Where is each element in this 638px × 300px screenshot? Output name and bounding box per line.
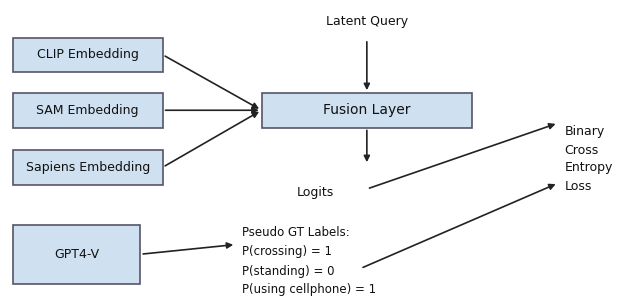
FancyBboxPatch shape — [13, 150, 163, 184]
FancyBboxPatch shape — [13, 225, 140, 284]
FancyBboxPatch shape — [13, 38, 163, 72]
Text: Logits: Logits — [297, 186, 334, 199]
Text: Latent Query: Latent Query — [326, 15, 408, 28]
FancyBboxPatch shape — [262, 93, 472, 128]
Text: Pseudo GT Labels:
P(crossing) = 1
P(standing) = 0
P(using cellphone) = 1: Pseudo GT Labels: P(crossing) = 1 P(stan… — [242, 226, 376, 296]
Text: GPT4-V: GPT4-V — [54, 248, 99, 261]
FancyBboxPatch shape — [13, 93, 163, 128]
Text: SAM Embedding: SAM Embedding — [36, 104, 139, 117]
Text: Fusion Layer: Fusion Layer — [323, 103, 411, 117]
Text: CLIP Embedding: CLIP Embedding — [37, 48, 138, 61]
Text: Binary
Cross
Entropy
Loss: Binary Cross Entropy Loss — [565, 125, 613, 193]
Text: Sapiens Embedding: Sapiens Embedding — [26, 161, 150, 174]
